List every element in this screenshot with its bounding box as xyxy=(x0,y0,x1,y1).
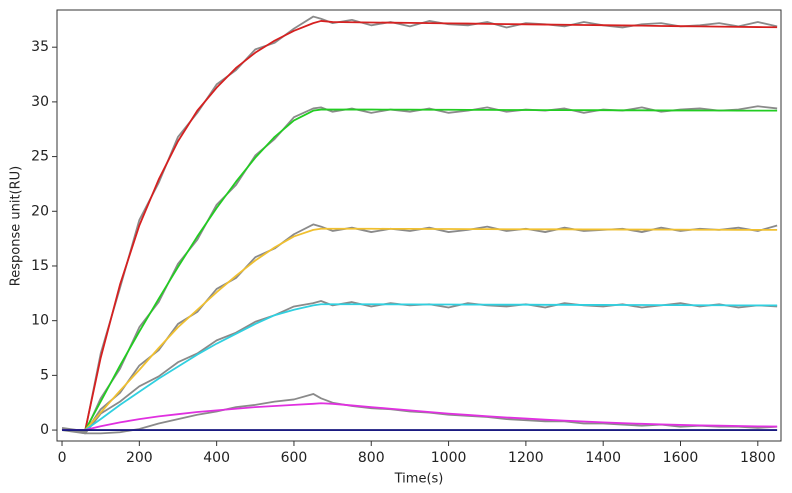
x-tick-label: 1400 xyxy=(585,450,621,466)
x-tick-label: 1000 xyxy=(431,450,467,466)
series-line xyxy=(62,402,778,431)
y-tick-label: 30 xyxy=(31,94,49,110)
x-axis-label: Time(s) xyxy=(394,472,444,487)
y-axis-label: Response unit(RU) xyxy=(9,166,24,286)
series-line xyxy=(62,108,778,431)
x-tick-label: 0 xyxy=(58,450,67,466)
series-line xyxy=(62,303,778,431)
x-tick-label: 1600 xyxy=(663,450,699,466)
series-line xyxy=(62,20,778,431)
plot-frame xyxy=(56,9,782,442)
x-tick-label: 1200 xyxy=(508,450,544,466)
series-line xyxy=(61,105,778,434)
y-tick-label: 20 xyxy=(31,203,49,219)
y-tick-label: 15 xyxy=(31,258,49,274)
x-tick-label: 200 xyxy=(126,450,153,466)
y-tick-label: 5 xyxy=(40,367,49,383)
y-tick-label: 35 xyxy=(31,39,49,55)
series-line xyxy=(61,300,778,435)
series-line xyxy=(61,15,778,433)
y-tick-label: 25 xyxy=(31,149,49,165)
y-tick-label: 10 xyxy=(31,313,49,329)
series-line xyxy=(61,223,778,434)
series-line xyxy=(61,393,778,435)
x-tick-label: 600 xyxy=(281,450,308,466)
x-tick-label: 1800 xyxy=(740,450,776,466)
x-tick-label: 800 xyxy=(358,450,385,466)
y-tick-label: 0 xyxy=(40,422,49,438)
x-tick-label: 400 xyxy=(203,450,230,466)
series-line xyxy=(62,227,778,431)
